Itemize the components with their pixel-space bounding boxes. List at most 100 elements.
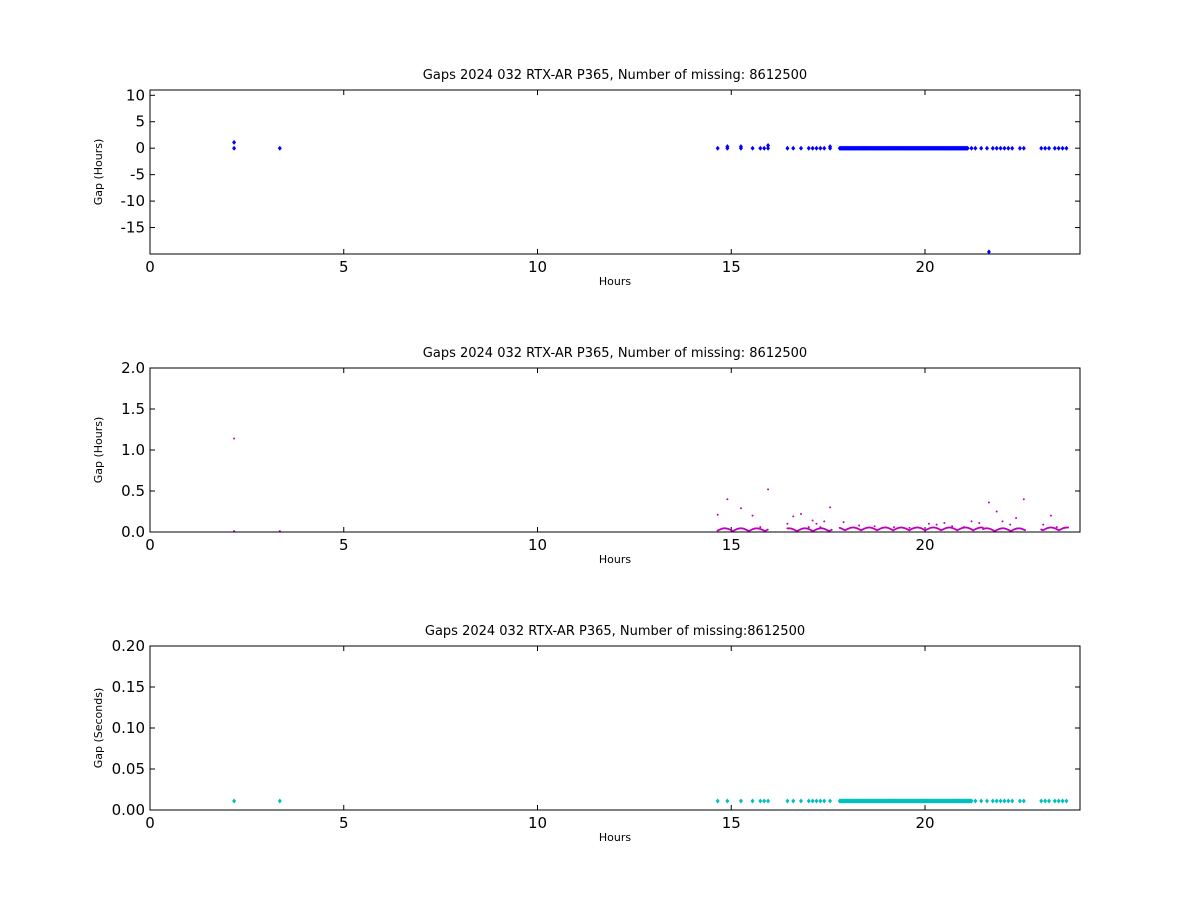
data-point — [829, 506, 832, 509]
data-point — [873, 525, 876, 528]
chart-title: Gaps 2024 032 RTX-AR P365, Number of mis… — [423, 68, 807, 83]
data-point — [232, 145, 237, 151]
y-tick-label: 10 — [126, 86, 145, 104]
data-point — [1060, 798, 1065, 804]
data-point — [1039, 798, 1044, 804]
x-tick-label: 20 — [915, 814, 934, 832]
data-point — [830, 528, 833, 531]
data-point — [786, 522, 789, 525]
y-axis-label: Gap (Hours) — [92, 139, 105, 206]
data-point — [814, 798, 819, 804]
data-point — [1001, 520, 1004, 523]
data-point — [990, 798, 995, 804]
data-point — [1002, 798, 1007, 804]
data-point — [1006, 145, 1011, 151]
x-tick-label: 20 — [915, 258, 934, 276]
data-point — [1021, 798, 1026, 804]
data-point — [811, 519, 814, 522]
data-point — [739, 507, 742, 510]
data-point — [815, 522, 818, 525]
data-point — [1056, 798, 1061, 804]
data-series — [233, 437, 1069, 533]
data-point — [1002, 145, 1007, 151]
y-tick-label: 0.05 — [112, 760, 145, 778]
data-point — [766, 528, 769, 531]
data-point — [762, 145, 767, 151]
data-point — [1015, 517, 1018, 520]
data-point — [994, 798, 999, 804]
x-tick-label: 20 — [915, 536, 934, 554]
x-tick-label: 5 — [339, 536, 349, 554]
data-point — [943, 521, 946, 524]
plot-frame — [149, 645, 1081, 811]
x-axis-label: Hours — [599, 831, 631, 844]
y-tick-label: 0.10 — [112, 719, 145, 737]
data-point — [759, 526, 762, 529]
data-point — [1010, 145, 1015, 151]
data-point — [810, 145, 815, 151]
x-tick-label: 15 — [722, 536, 741, 554]
data-point — [828, 144, 833, 150]
data-point — [818, 145, 823, 151]
data-point — [1060, 145, 1065, 151]
data-point — [725, 798, 730, 804]
data-point — [893, 526, 895, 529]
y-tick-label: 0.15 — [112, 678, 145, 696]
x-tick-label: 10 — [528, 536, 547, 554]
data-point — [751, 514, 754, 517]
data-point — [1064, 798, 1069, 804]
data-point — [716, 513, 719, 516]
data-point — [969, 145, 974, 151]
data-point — [828, 798, 833, 804]
data-point — [973, 145, 978, 151]
data-point — [985, 798, 989, 804]
x-tick-label: 0 — [145, 258, 155, 276]
y-tick-label: -10 — [121, 192, 146, 210]
x-tick-label: 5 — [339, 814, 349, 832]
data-point — [1043, 145, 1048, 151]
data-point — [823, 520, 826, 523]
chart-title: Gaps 2024 032 RTX-AR P365, Number of mis… — [423, 346, 807, 361]
data-point — [1056, 145, 1061, 151]
data-point — [715, 798, 720, 804]
chart-panel-3: Gaps 2024 032 RTX-AR P365, Number of mis… — [92, 624, 1081, 844]
data-point — [985, 145, 989, 151]
y-tick-label: 1.5 — [121, 400, 145, 418]
data-point — [738, 798, 743, 804]
data-point — [969, 798, 974, 804]
y-tick-label: 5 — [135, 113, 145, 131]
data-point — [1023, 529, 1026, 532]
data-point — [799, 798, 803, 804]
data-point — [814, 145, 819, 151]
data-point — [810, 798, 815, 804]
x-tick-label: 15 — [722, 258, 741, 276]
x-axis-label: Hours — [599, 553, 631, 566]
data-point — [806, 145, 811, 151]
data-point — [987, 501, 990, 504]
y-axis-label: Gap (Seconds) — [92, 688, 105, 769]
x-axis-label: Hours — [599, 275, 631, 288]
data-point — [791, 798, 796, 804]
data-point — [842, 521, 845, 524]
x-tick-label: 0 — [145, 536, 155, 554]
data-point — [726, 498, 729, 501]
data-point — [1049, 514, 1052, 517]
data-point — [1043, 798, 1048, 804]
data-point — [1039, 145, 1044, 151]
chart-title: Gaps 2024 032 RTX-AR P365, Number of mis… — [425, 624, 805, 639]
y-tick-label: -5 — [130, 166, 145, 184]
y-axis-label: Gap (Hours) — [92, 417, 105, 484]
data-point — [970, 520, 973, 523]
y-tick-label: 0.20 — [112, 637, 145, 655]
data-point — [750, 145, 755, 151]
data-point — [800, 512, 802, 515]
y-tick-label: 0 — [135, 139, 145, 157]
x-tick-label: 10 — [528, 814, 547, 832]
data-point — [792, 515, 795, 518]
data-point — [1009, 523, 1012, 526]
data-point — [277, 145, 282, 151]
data-point — [1042, 523, 1045, 526]
data-point — [1064, 145, 1069, 151]
data-point — [1021, 145, 1026, 151]
